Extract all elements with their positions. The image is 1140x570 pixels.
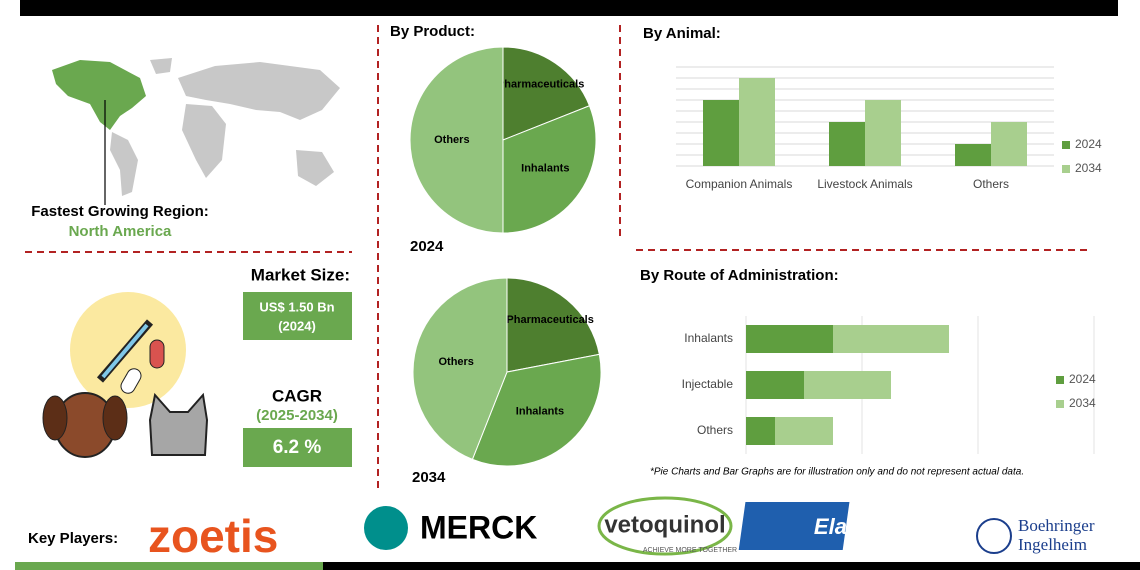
pets-icon — [42, 292, 209, 458]
company-logo: MERCK — [420, 509, 537, 545]
bar-segment — [804, 371, 891, 399]
bar-segment — [746, 417, 775, 445]
boehringer-icon — [976, 518, 1012, 554]
bar-segment — [746, 325, 833, 353]
pie-slice — [471, 353, 602, 467]
bar-segment — [775, 417, 833, 445]
legend-swatch — [1062, 141, 1070, 149]
market-size-label: Market Size: — [251, 265, 350, 284]
footer-bar — [323, 562, 1140, 570]
footer-bar — [15, 562, 323, 570]
pie-slice — [412, 277, 508, 461]
legend-swatch — [1062, 165, 1070, 173]
y-tick-label: Inhalants — [684, 331, 733, 345]
bar — [829, 122, 865, 166]
legend-label: 2024 — [1069, 372, 1096, 386]
region-label: Fastest Growing Region: — [31, 203, 209, 220]
key-players-label: Key Players: — [28, 530, 118, 547]
company-logo: zoetis — [148, 510, 278, 562]
company-tagline: ACHIEVE MORE TOGETHER — [643, 547, 737, 554]
slice-label: Pharmaceuticals — [506, 314, 593, 326]
legend-label: 2034 — [1069, 396, 1096, 410]
legend-swatch — [1056, 400, 1064, 408]
bar — [865, 100, 901, 166]
bar-segment — [746, 371, 804, 399]
chart-subtitle: 2034 — [412, 469, 446, 486]
bar — [739, 78, 775, 166]
legend-label: 2034 — [1075, 161, 1102, 175]
slice-label: Pharmaceuticals — [497, 79, 584, 91]
cagr-label: CAGR — [272, 386, 322, 405]
chart-title: By Route of Administration: — [640, 267, 839, 284]
cagr-period: (2025-2034) — [256, 407, 338, 424]
bar — [703, 100, 739, 166]
chart-title: By Product: — [390, 23, 475, 40]
x-tick-label: Others — [973, 177, 1009, 191]
cagr-box — [243, 428, 352, 467]
slice-label: Others — [438, 356, 473, 368]
chart-subtitle: 2024 — [410, 238, 444, 255]
company-logo: Elanco — [814, 514, 886, 539]
y-tick-label: Others — [697, 423, 733, 437]
pie-slice — [502, 105, 597, 234]
chart-title: By Animal: — [643, 25, 721, 42]
merck-icon — [364, 506, 408, 550]
y-tick-label: Injectable — [682, 377, 734, 391]
legend-swatch — [1056, 376, 1064, 384]
title-bar — [20, 0, 1118, 16]
market-size-year: (2024) — [278, 318, 316, 333]
company-logo: vetoquinol — [604, 511, 725, 538]
bar — [955, 144, 991, 166]
vetoquinol-ring — [597, 496, 733, 556]
slice-label: Inhalants — [521, 163, 569, 175]
bar-segment — [833, 325, 949, 353]
x-tick-label: Companion Animals — [686, 177, 793, 191]
pie-slice — [506, 277, 600, 373]
legend-label: 2024 — [1075, 137, 1102, 151]
slice-label: Others — [434, 134, 469, 146]
region-value: North America — [69, 223, 172, 240]
company-logo: Boehringer — [1018, 516, 1095, 535]
bar — [991, 122, 1027, 166]
slice-label: Inhalants — [516, 406, 564, 418]
pie-slice — [409, 46, 504, 234]
pie-slice — [502, 46, 591, 141]
elanco-box — [738, 502, 850, 550]
cagr-value: 6.2 % — [273, 437, 322, 458]
market-size-value: US$ 1.50 Bn — [259, 299, 334, 314]
company-logo: Ingelheim — [1018, 535, 1087, 554]
world-map — [52, 58, 340, 205]
x-tick-label: Livestock Animals — [817, 177, 912, 191]
chart-note: *Pie Charts and Bar Graphs are for illus… — [650, 467, 1024, 478]
market-size-box — [243, 292, 352, 340]
